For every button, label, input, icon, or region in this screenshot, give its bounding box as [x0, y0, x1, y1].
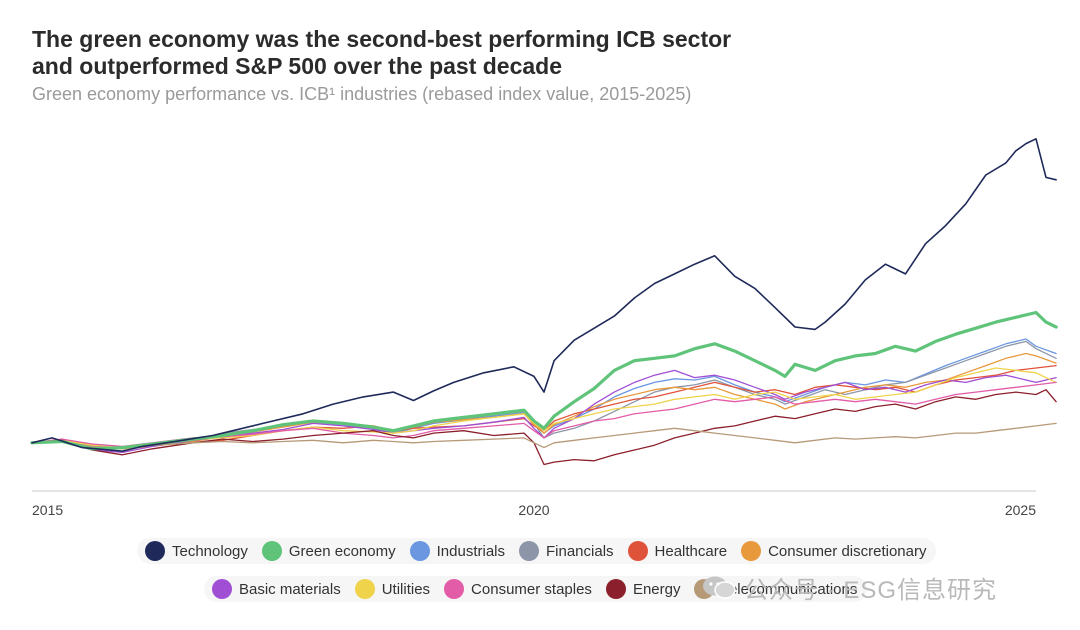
series-layer	[30, 138, 1058, 466]
x-axis-ticks: 2015 2020 2025	[32, 502, 1036, 518]
chart-title-line-2: and outperformed S&P 500 over the past d…	[32, 53, 563, 79]
legend-row-2: Basic materials Utilities Consumer staples…	[204, 576, 868, 602]
legend-item-industrials[interactable]: Industrials	[409, 541, 505, 561]
legend-label-industrials: Industrials	[436, 542, 505, 560]
legend-item-energy[interactable]: Energy	[605, 579, 681, 599]
legend-label-consumer-staples: Consumer staples	[471, 580, 592, 598]
legend-swatch-healthcare	[627, 541, 648, 561]
legend-swatch-green-economy	[261, 541, 282, 561]
series-line-energy	[31, 389, 1057, 466]
legend-swatch-consumer-discretionary	[741, 541, 762, 561]
legend-item-financials[interactable]: Financials	[519, 541, 614, 561]
legend-item-basic-materials[interactable]: Basic materials	[212, 579, 341, 599]
series-line-technology	[31, 138, 1057, 453]
chart-subtitle: Green economy performance vs. ICB¹ indus…	[32, 84, 692, 104]
series-line-consumer-staples	[31, 381, 1057, 448]
legend-swatch-basic-materials	[212, 579, 232, 599]
watermark: 公众号 · ESG信息研究	[702, 570, 997, 605]
legend-item-utilities[interactable]: Utilities	[354, 579, 431, 599]
legend-swatch-energy	[605, 579, 626, 599]
x-tick-label-2025: 2025	[1005, 502, 1036, 518]
watermark-text: 公众号 · ESG信息研究	[744, 577, 998, 604]
series-line-utilities	[31, 367, 1057, 449]
legend-label-telecommunications: Telecommunications	[721, 580, 858, 598]
series-line-basic-materials	[31, 369, 1057, 454]
legend-row-1: Technology Green economy Industrials Financ…	[137, 538, 937, 564]
legend-swatch-technology	[145, 541, 165, 561]
series-line-consumer-discretionary	[31, 352, 1057, 450]
series-line-healthcare	[31, 364, 1057, 449]
legend-label-consumer-discretionary: Consumer discretionary	[768, 542, 927, 560]
legend-swatch-industrials	[409, 541, 430, 561]
legend-label-financials: Financials	[546, 542, 614, 560]
series-line-green-economy	[30, 310, 1058, 451]
series-line-telecommunications	[31, 422, 1057, 449]
legend-item-green-economy[interactable]: Green economy	[261, 541, 396, 561]
legend-swatch-utilities	[354, 579, 375, 599]
legend-item-healthcare[interactable]: Healthcare	[627, 541, 728, 561]
x-tick-label-2015: 2015	[32, 502, 63, 518]
legend-item-technology[interactable]: Technology	[145, 541, 248, 561]
legend-swatch-consumer-staples	[444, 579, 465, 599]
x-tick-label-2020: 2020	[518, 502, 549, 518]
chart-title-line-1: The green economy was the second-best pe…	[32, 26, 732, 52]
legend-item-consumer-staples[interactable]: Consumer staples	[444, 579, 592, 599]
chart-title: The green economy was the second-best pe…	[32, 26, 792, 80]
legend-label-green-economy: Green economy	[288, 542, 396, 560]
legend-label-basic-materials: Basic materials	[239, 580, 341, 598]
legend-item-consumer-discretionary[interactable]: Consumer discretionary	[741, 541, 926, 561]
legend-label-healthcare: Healthcare	[654, 542, 728, 560]
legend-label-technology: Technology	[172, 542, 248, 560]
legend-swatch-financials	[519, 541, 539, 561]
legend-label-utilities: Utilities	[381, 580, 431, 598]
chat-bubble-icon	[703, 576, 736, 599]
legend-label-energy: Energy	[632, 580, 681, 598]
